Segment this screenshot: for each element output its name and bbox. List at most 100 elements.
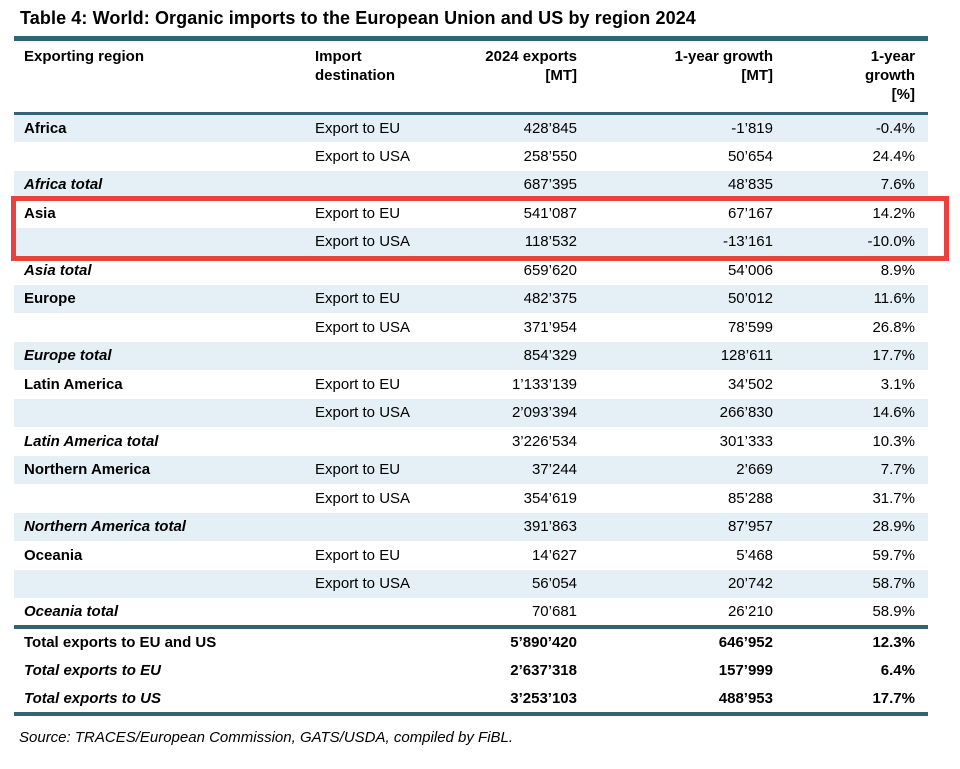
- cell-growth-pct: 31.7%: [872, 489, 915, 507]
- cell-import-destination: Export to USA: [304, 227, 454, 256]
- cell-import-destination: [304, 170, 454, 199]
- cell-exports-2024: 659’620: [523, 261, 577, 279]
- col-header-growth-pct: 1-year growth [%]: [773, 38, 928, 115]
- cell-exports-2024: 371’954: [523, 318, 577, 336]
- cell-exporting-region: [14, 313, 304, 342]
- cell-growth-pct: 12.3%: [773, 624, 928, 656]
- cell-exporting-region: [14, 227, 304, 256]
- cell-growth-pct: -0.4%: [773, 113, 928, 142]
- cell-exports-2024: 37’244: [454, 455, 577, 484]
- cell-growth-pct: 7.6%: [773, 170, 928, 199]
- cell-growth-mt: 78’599: [727, 318, 773, 336]
- cell-growth-mt: 20’742: [577, 569, 773, 598]
- cell-import-destination: Export to EU: [304, 455, 454, 484]
- cell-growth-pct: 14.6%: [773, 398, 928, 427]
- cell-exporting-region: [14, 569, 304, 598]
- cell-growth-pct: 7.7%: [773, 455, 928, 484]
- cell-exports-2024: 2’093’394: [454, 398, 577, 427]
- cell-growth-pct: 24.4%: [872, 147, 915, 165]
- cell-growth-mt: 157’999: [718, 661, 773, 679]
- col-header-exporting-region: Exporting region: [14, 38, 304, 115]
- table-row: Export to USA 354’619 85’288 31.7%: [14, 484, 928, 513]
- cell-exports-2024: 687’395: [454, 170, 577, 199]
- table-title: Table 4: World: Organic imports to the E…: [20, 8, 696, 28]
- cell-exports-2024: 354’619: [523, 489, 577, 507]
- cell-exports-2024: 391’863: [454, 512, 577, 541]
- table-row: Europe total 854’329 128’611 17.7%: [14, 341, 928, 370]
- cell-growth-mt: -13’161: [577, 227, 773, 256]
- cell-growth-pct: 11.6%: [773, 284, 928, 313]
- cell-import-destination: Export to EU: [315, 204, 401, 222]
- table-row: Export to USA 371’954 78’599 26.8%: [14, 313, 928, 342]
- cell-exports-2024: 56’054: [454, 569, 577, 598]
- cell-exporting-region: Africa total: [14, 170, 304, 199]
- cell-growth-mt: 34’502: [727, 375, 773, 393]
- cell-import-destination: [304, 598, 454, 627]
- cell-exports-2024: 14’627: [531, 546, 577, 564]
- cell-growth-mt: 54’006: [727, 261, 773, 279]
- organic-imports-table: Exporting region Import destination 2024…: [14, 36, 928, 717]
- cell-growth-pct: 3.1%: [880, 375, 915, 393]
- cell-exporting-region: Africa: [14, 113, 304, 142]
- cell-grand-total-label: Total exports to US: [24, 690, 161, 708]
- table-row: Asia Export to EU 541’087 67’167 14.2%: [14, 199, 928, 228]
- cell-import-destination: Export to USA: [315, 489, 411, 507]
- table-body-main: Africa Export to EU 428’845 -1’819 -0.4% Expo…: [14, 113, 928, 627]
- cell-growth-pct: 10.3%: [872, 432, 915, 450]
- cell-growth-mt: 488’953: [718, 690, 773, 708]
- cell-growth-pct: 8.9%: [880, 261, 915, 279]
- header-row: Exporting region Import destination 2024…: [14, 38, 928, 115]
- cell-exports-2024: 3’226’534: [511, 432, 577, 450]
- cell-exporting-region: Europe: [14, 284, 304, 313]
- cell-exporting-region: Oceania: [24, 546, 83, 564]
- table-row: Northern America Export to EU 37’244 2’669 7…: [14, 455, 928, 484]
- grand-total-row: Total exports to US 3’253’103 488’953 17.7%: [14, 685, 928, 714]
- table-row: Export to USA 258’550 50’654 24.4%: [14, 142, 928, 171]
- cell-growth-pct: 14.2%: [872, 204, 915, 222]
- cell-import-destination: [304, 427, 454, 456]
- cell-exporting-region: Asia total: [24, 261, 92, 279]
- cell-exports-2024: 3’253’103: [510, 690, 577, 708]
- table-row: Export to USA 2’093’394 266’830 14.6%: [14, 398, 928, 427]
- table-header: Exporting region Import destination 2024…: [14, 38, 928, 115]
- cell-exports-2024: 2’637’318: [510, 661, 577, 679]
- cell-growth-mt: 26’210: [727, 602, 773, 620]
- cell-growth-mt: 85’288: [727, 489, 773, 507]
- cell-exporting-region: Asia: [24, 204, 56, 222]
- col-header-import-destination: Import destination: [304, 38, 454, 115]
- table-row: Africa total 687’395 48’835 7.6%: [14, 170, 928, 199]
- cell-growth-mt: 301’333: [719, 432, 773, 450]
- cell-growth-mt: 5’468: [736, 546, 773, 564]
- cell-growth-mt: 646’952: [577, 624, 773, 656]
- cell-exporting-region: [14, 142, 304, 171]
- cell-exports-2024: 428’845: [454, 113, 577, 142]
- cell-growth-pct: 59.7%: [872, 546, 915, 564]
- table-row: Latin America Export to EU 1’133’139 34’502…: [14, 370, 928, 399]
- table-row: Oceania total 70’681 26’210 58.9%: [14, 598, 928, 627]
- cell-growth-mt: -1’819: [577, 113, 773, 142]
- cell-exports-2024: 482’375: [454, 284, 577, 313]
- cell-growth-mt: 128’611: [577, 341, 773, 370]
- cell-exports-2024: 541’087: [523, 204, 577, 222]
- cell-import-destination: Export to USA: [315, 147, 411, 165]
- cell-growth-pct: 58.7%: [773, 569, 928, 598]
- grand-total-row: Total exports to EU and US 5’890’420 646’9…: [14, 624, 928, 656]
- cell-exporting-region: Northern America: [14, 455, 304, 484]
- source-note: Source: TRACES/European Commission, GATS…: [19, 729, 514, 747]
- cell-import-destination: Export to EU: [304, 113, 454, 142]
- table-row: Latin America total 3’226’534 301’333 10.3%: [14, 427, 928, 456]
- cell-exporting-region: Northern America total: [14, 512, 304, 541]
- cell-exporting-region: [14, 398, 304, 427]
- cell-growth-mt: 50’654: [727, 147, 773, 165]
- cell-exporting-region: [14, 484, 304, 513]
- cell-import-destination: Export to EU: [315, 375, 401, 393]
- cell-growth-pct: -10.0%: [773, 227, 928, 256]
- cell-import-destination: Export to USA: [304, 398, 454, 427]
- cell-exports-2024: 118’532: [454, 227, 577, 256]
- cell-growth-mt: 67’167: [727, 204, 773, 222]
- cell-exports-2024: 70’681: [531, 602, 577, 620]
- cell-grand-total-label: Total exports to EU and US: [14, 624, 454, 656]
- cell-growth-mt: 266’830: [577, 398, 773, 427]
- table-row: Northern America total 391’863 87’957 28.9%: [14, 512, 928, 541]
- table-row: Europe Export to EU 482’375 50’012 11.6%: [14, 284, 928, 313]
